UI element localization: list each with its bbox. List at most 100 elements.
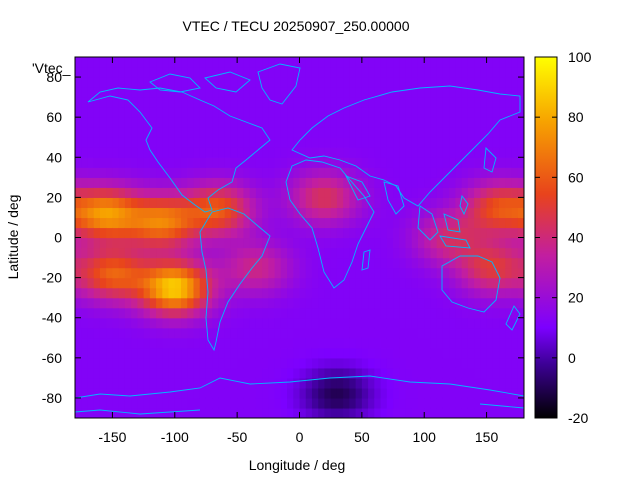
coast-antarctica (75, 375, 524, 415)
heatmap-cell (280, 237, 288, 249)
heatmap-cell (249, 397, 257, 409)
heatmap-cell (137, 197, 145, 209)
heatmap-cell (255, 127, 263, 138)
heatmap-cell (293, 227, 301, 239)
heatmap-cell (187, 307, 195, 319)
heatmap-cell (349, 347, 357, 359)
heatmap-cell (424, 207, 432, 219)
heatmap-cell (355, 207, 363, 219)
heatmap-cell (474, 227, 481, 239)
heatmap-cell (106, 197, 114, 209)
heatmap-cell (374, 137, 382, 148)
heatmap-cell (237, 367, 244, 379)
heatmap-cell (492, 157, 500, 168)
heatmap-cell (343, 167, 350, 178)
heatmap-cell (417, 287, 425, 299)
heatmap-cell (230, 317, 238, 329)
heatmap-cell (417, 327, 425, 339)
heatmap-cell (430, 197, 438, 209)
heatmap-cell (380, 127, 388, 138)
heatmap-cell (287, 97, 294, 108)
heatmap-cell (449, 107, 457, 118)
heatmap-cell (187, 157, 195, 168)
heatmap-cell (262, 247, 269, 259)
heatmap-cell (492, 107, 500, 118)
heatmap-cell (505, 177, 513, 188)
heatmap-cell (174, 347, 182, 359)
heatmap-cell (411, 407, 419, 418)
heatmap-cell (87, 347, 95, 359)
heatmap-cell (255, 317, 263, 329)
heatmap-cell (330, 357, 338, 369)
heatmap-cell (137, 377, 145, 389)
heatmap-cell (162, 277, 170, 289)
heatmap-cell (405, 267, 413, 279)
heatmap-cell (399, 187, 407, 198)
heatmap-cell (492, 287, 500, 299)
heatmap-cell (349, 167, 357, 178)
heatmap-cell (268, 57, 276, 68)
heatmap-cell (499, 127, 506, 138)
heatmap-cell (237, 187, 244, 198)
heatmap-cell (399, 397, 407, 409)
heatmap-cell (343, 127, 350, 138)
heatmap-cell (93, 67, 101, 78)
heatmap-cell (405, 337, 413, 349)
heatmap-cell (467, 357, 475, 369)
heatmap-cell (461, 357, 469, 369)
heatmap-cell (318, 117, 326, 128)
heatmap-cell (330, 57, 338, 68)
heatmap-cell (293, 97, 301, 108)
heatmap-cell (293, 397, 301, 409)
heatmap-cell (505, 157, 513, 168)
heatmap-cell (361, 277, 369, 289)
heatmap-cell (293, 327, 301, 339)
heatmap-cell (93, 247, 101, 259)
heatmap-cell (181, 247, 188, 259)
chart-title: VTEC / TECU 20250907_250.00000 (182, 18, 409, 34)
heatmap-cell (386, 267, 394, 279)
heatmap-cell (268, 357, 276, 369)
heatmap-cell (311, 257, 319, 269)
heatmap-cell (442, 317, 450, 329)
heatmap-cell (87, 237, 95, 249)
heatmap-cell (193, 227, 201, 239)
heatmap-cell (93, 197, 101, 209)
heatmap-cell (336, 177, 344, 188)
heatmap-cell (417, 57, 425, 68)
heatmap-cell (156, 137, 163, 148)
heatmap-cell (287, 167, 294, 178)
heatmap-cell (517, 217, 524, 229)
heatmap-cell (517, 137, 524, 148)
heatmap-cell (268, 287, 276, 299)
heatmap-cell (274, 157, 282, 168)
heatmap-cell (330, 387, 338, 399)
heatmap-cell (424, 307, 432, 319)
heatmap-cell (93, 127, 101, 138)
heatmap-cell (461, 327, 469, 339)
heatmap-cell (474, 97, 481, 108)
heatmap-cell (99, 67, 107, 78)
heatmap-cell (112, 177, 120, 188)
heatmap-cell (118, 337, 126, 349)
heatmap-cell (212, 247, 220, 259)
heatmap-cell (230, 377, 238, 389)
heatmap-cell (449, 297, 457, 309)
heatmap-cell (393, 337, 400, 349)
heatmap-cell (181, 77, 188, 88)
heatmap-cell (305, 97, 313, 108)
heatmap-cell (492, 377, 500, 389)
heatmap-cell (199, 267, 207, 279)
heatmap-cell (511, 367, 519, 379)
heatmap-cell (505, 97, 513, 108)
heatmap-cell (499, 87, 506, 98)
heatmap-cell (343, 317, 350, 329)
heatmap-cell (137, 87, 145, 98)
heatmap-cell (81, 77, 89, 88)
heatmap-cell (162, 137, 170, 148)
heatmap-cell (280, 67, 288, 78)
heatmap-cell (243, 307, 251, 319)
heatmap-cell (449, 207, 457, 219)
heatmap-cell (99, 137, 107, 148)
heatmap-cell (287, 287, 294, 299)
